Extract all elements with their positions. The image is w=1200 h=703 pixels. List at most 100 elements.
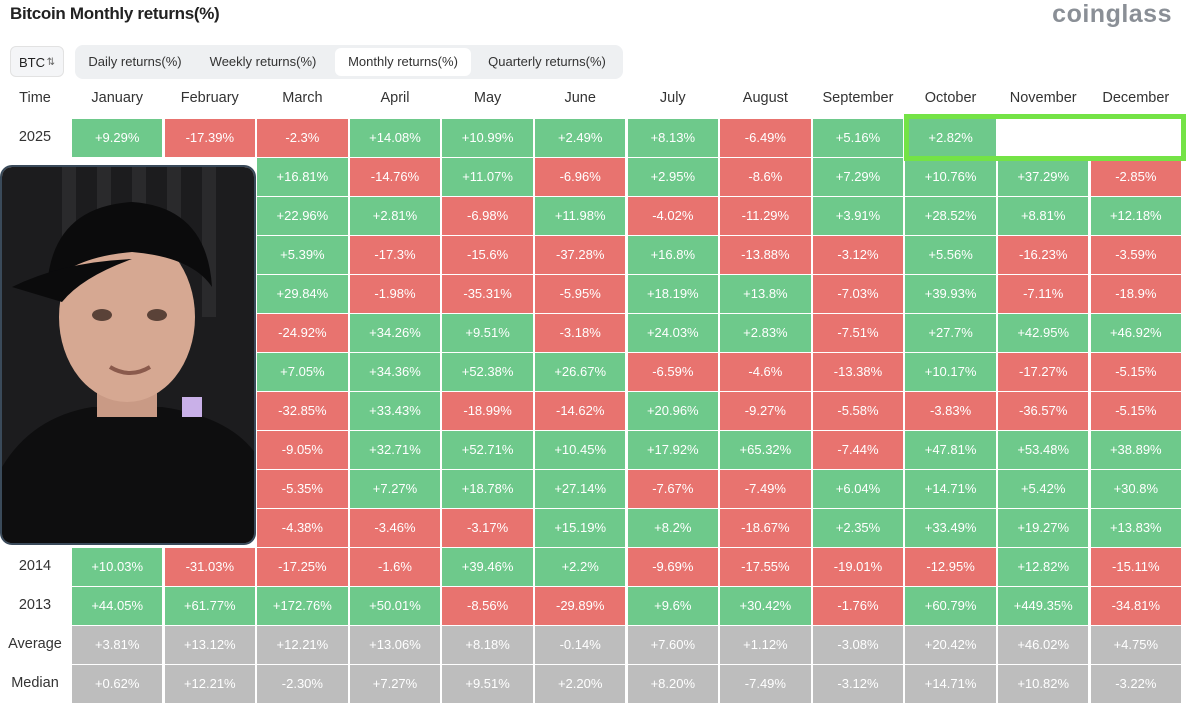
return-cell: -7.11% bbox=[998, 275, 1089, 313]
return-cell: +16.81% bbox=[257, 158, 348, 196]
return-cell: -3.08% bbox=[812, 626, 904, 664]
return-cell: -7.51% bbox=[812, 314, 904, 352]
return-cell: -2.30% bbox=[257, 665, 348, 703]
column-header: November bbox=[1009, 90, 1077, 106]
return-cell: +10.17% bbox=[905, 353, 996, 391]
column-header: February bbox=[180, 90, 239, 106]
return-cell: +7.27% bbox=[349, 470, 441, 508]
tab[interactable]: Quarterly returns(%) bbox=[488, 54, 606, 69]
tab[interactable]: Daily returns(%) bbox=[88, 54, 182, 69]
return-cell: -32.85% bbox=[257, 392, 348, 430]
webcam-image bbox=[2, 167, 254, 543]
column-header: June bbox=[564, 90, 596, 106]
return-cell: +8.18% bbox=[442, 626, 533, 664]
return-cell: +12.21% bbox=[257, 626, 348, 664]
column-header: Time bbox=[19, 90, 51, 106]
return-cell: +65.32% bbox=[720, 431, 811, 469]
return-cell: +7.29% bbox=[812, 158, 904, 196]
row-label: Median bbox=[11, 675, 59, 691]
return-cell: +2.95% bbox=[627, 158, 718, 196]
return-cell: -3.18% bbox=[535, 314, 626, 352]
return-cell: +44.05% bbox=[72, 587, 163, 625]
return-cell: +13.83% bbox=[1090, 509, 1181, 547]
asset-label: BTC bbox=[19, 55, 45, 70]
return-cell: -16.23% bbox=[998, 236, 1089, 274]
return-cell: +39.46% bbox=[442, 548, 533, 586]
return-cell: +2.49% bbox=[535, 119, 626, 157]
return-cell: -5.95% bbox=[535, 275, 626, 313]
column-header: October bbox=[924, 90, 977, 106]
return-cell: +7.05% bbox=[257, 353, 348, 391]
return-cell: -7.44% bbox=[812, 431, 904, 469]
return-cell: -3.59% bbox=[1090, 236, 1181, 274]
return-cell: +449.35% bbox=[998, 587, 1089, 625]
webcam-overlay bbox=[0, 165, 256, 545]
return-cell: +14.71% bbox=[905, 665, 996, 703]
return-cell: -17.55% bbox=[720, 548, 811, 586]
return-cell: +27.14% bbox=[535, 470, 626, 508]
return-cell: -6.59% bbox=[627, 353, 718, 391]
return-cell: -8.6% bbox=[720, 158, 811, 196]
return-cell: +20.42% bbox=[905, 626, 996, 664]
highlight-box bbox=[904, 114, 1186, 161]
return-cell: +38.89% bbox=[1090, 431, 1181, 469]
return-cell: -18.9% bbox=[1090, 275, 1181, 313]
tab[interactable]: Weekly returns(%) bbox=[209, 54, 317, 69]
logo: coinglass bbox=[1052, 0, 1172, 28]
return-cell: +34.36% bbox=[349, 353, 441, 391]
tab[interactable]: Monthly returns(%) bbox=[335, 48, 471, 76]
return-cell: +9.6% bbox=[627, 587, 718, 625]
empty-cell bbox=[998, 119, 1089, 157]
return-cell: +2.81% bbox=[349, 197, 441, 235]
return-cell: +13.8% bbox=[720, 275, 811, 313]
return-cell: +2.2% bbox=[535, 548, 626, 586]
return-cell: -12.95% bbox=[905, 548, 996, 586]
return-cell: +28.52% bbox=[905, 197, 996, 235]
return-cell: -7.49% bbox=[720, 665, 811, 703]
return-cell: +27.7% bbox=[905, 314, 996, 352]
return-cell: +42.95% bbox=[998, 314, 1089, 352]
return-cell: +61.77% bbox=[164, 587, 255, 625]
return-cell: +17.92% bbox=[627, 431, 718, 469]
return-cell: -13.88% bbox=[720, 236, 811, 274]
return-cell: -15.6% bbox=[442, 236, 533, 274]
row-label: 2013 bbox=[18, 597, 52, 613]
return-cell: +8.2% bbox=[627, 509, 718, 547]
return-cell: -35.31% bbox=[442, 275, 533, 313]
return-cell: +18.19% bbox=[627, 275, 718, 313]
return-cell: +10.82% bbox=[998, 665, 1089, 703]
return-cell: -31.03% bbox=[164, 548, 255, 586]
return-cell: +14.08% bbox=[349, 119, 441, 157]
return-cell: +10.76% bbox=[905, 158, 996, 196]
return-cell: +12.82% bbox=[998, 548, 1089, 586]
return-cell: +12.18% bbox=[1090, 197, 1181, 235]
return-cell: +30.8% bbox=[1090, 470, 1181, 508]
return-cell: +3.81% bbox=[72, 626, 163, 664]
return-cell: +52.38% bbox=[442, 353, 533, 391]
return-cell: +26.67% bbox=[535, 353, 626, 391]
column-header: July bbox=[659, 90, 686, 106]
return-cell: -7.03% bbox=[812, 275, 904, 313]
return-cell: +4.75% bbox=[1090, 626, 1181, 664]
select-arrow: ⇅ bbox=[46, 57, 55, 68]
return-cell: -4.6% bbox=[720, 353, 811, 391]
return-cell: +32.71% bbox=[349, 431, 441, 469]
return-cell: +5.16% bbox=[812, 119, 904, 157]
return-cell: +9.51% bbox=[442, 314, 533, 352]
return-cell: -7.67% bbox=[627, 470, 718, 508]
return-cell: -5.58% bbox=[812, 392, 904, 430]
return-cell: -3.12% bbox=[812, 665, 904, 703]
return-cell: -9.69% bbox=[627, 548, 718, 586]
asset-select[interactable]: BTC ⇅ bbox=[10, 46, 64, 77]
return-cell: -19.01% bbox=[812, 548, 904, 586]
return-cell: +13.06% bbox=[349, 626, 441, 664]
return-cell: +2.35% bbox=[812, 509, 904, 547]
return-cell: -17.39% bbox=[164, 119, 255, 157]
return-cell: +47.81% bbox=[905, 431, 996, 469]
return-cell: -15.11% bbox=[1090, 548, 1181, 586]
return-cell: +46.92% bbox=[1090, 314, 1181, 352]
return-cell: +8.13% bbox=[627, 119, 718, 157]
return-cell: -9.27% bbox=[720, 392, 811, 430]
return-cell: +5.39% bbox=[257, 236, 348, 274]
